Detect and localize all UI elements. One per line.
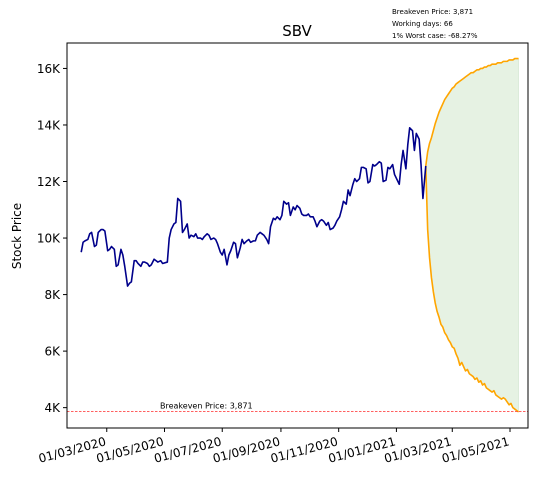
x-tick-label: 01/05/2021	[440, 434, 510, 465]
price-history-line	[80, 127, 427, 287]
x-axis: 01/03/202001/05/202001/07/202001/09/2020…	[37, 428, 511, 466]
info-breakeven: Breakeven Price: 3,871	[392, 8, 474, 16]
y-tick-label: 6K	[44, 345, 61, 359]
y-tick-label: 14K	[37, 118, 61, 132]
y-tick-label: 8K	[44, 288, 61, 302]
projection-lower-line	[424, 165, 520, 413]
info-worst-case: 1% Worst case: -68.27%	[392, 32, 478, 40]
y-tick-label: 4K	[44, 401, 61, 415]
y-tick-label: 12K	[37, 175, 61, 189]
plot-area: Breakeven Price: 3,871	[67, 57, 528, 413]
x-tick-label: 01/07/2020	[153, 434, 223, 465]
y-axis: 4K 6K 8K 10K 12K 14K 16K	[37, 62, 67, 415]
chart-title: SBV	[282, 22, 312, 40]
breakeven-label: Breakeven Price: 3,871	[160, 401, 253, 410]
y-tick-label: 10K	[37, 232, 61, 246]
y-axis-label: Stock Price	[10, 203, 24, 269]
info-working-days: Working days: 66	[392, 20, 453, 28]
projection-upper-line	[424, 57, 519, 167]
axes-frame	[66, 42, 529, 429]
y-tick-label: 16K	[37, 62, 61, 76]
